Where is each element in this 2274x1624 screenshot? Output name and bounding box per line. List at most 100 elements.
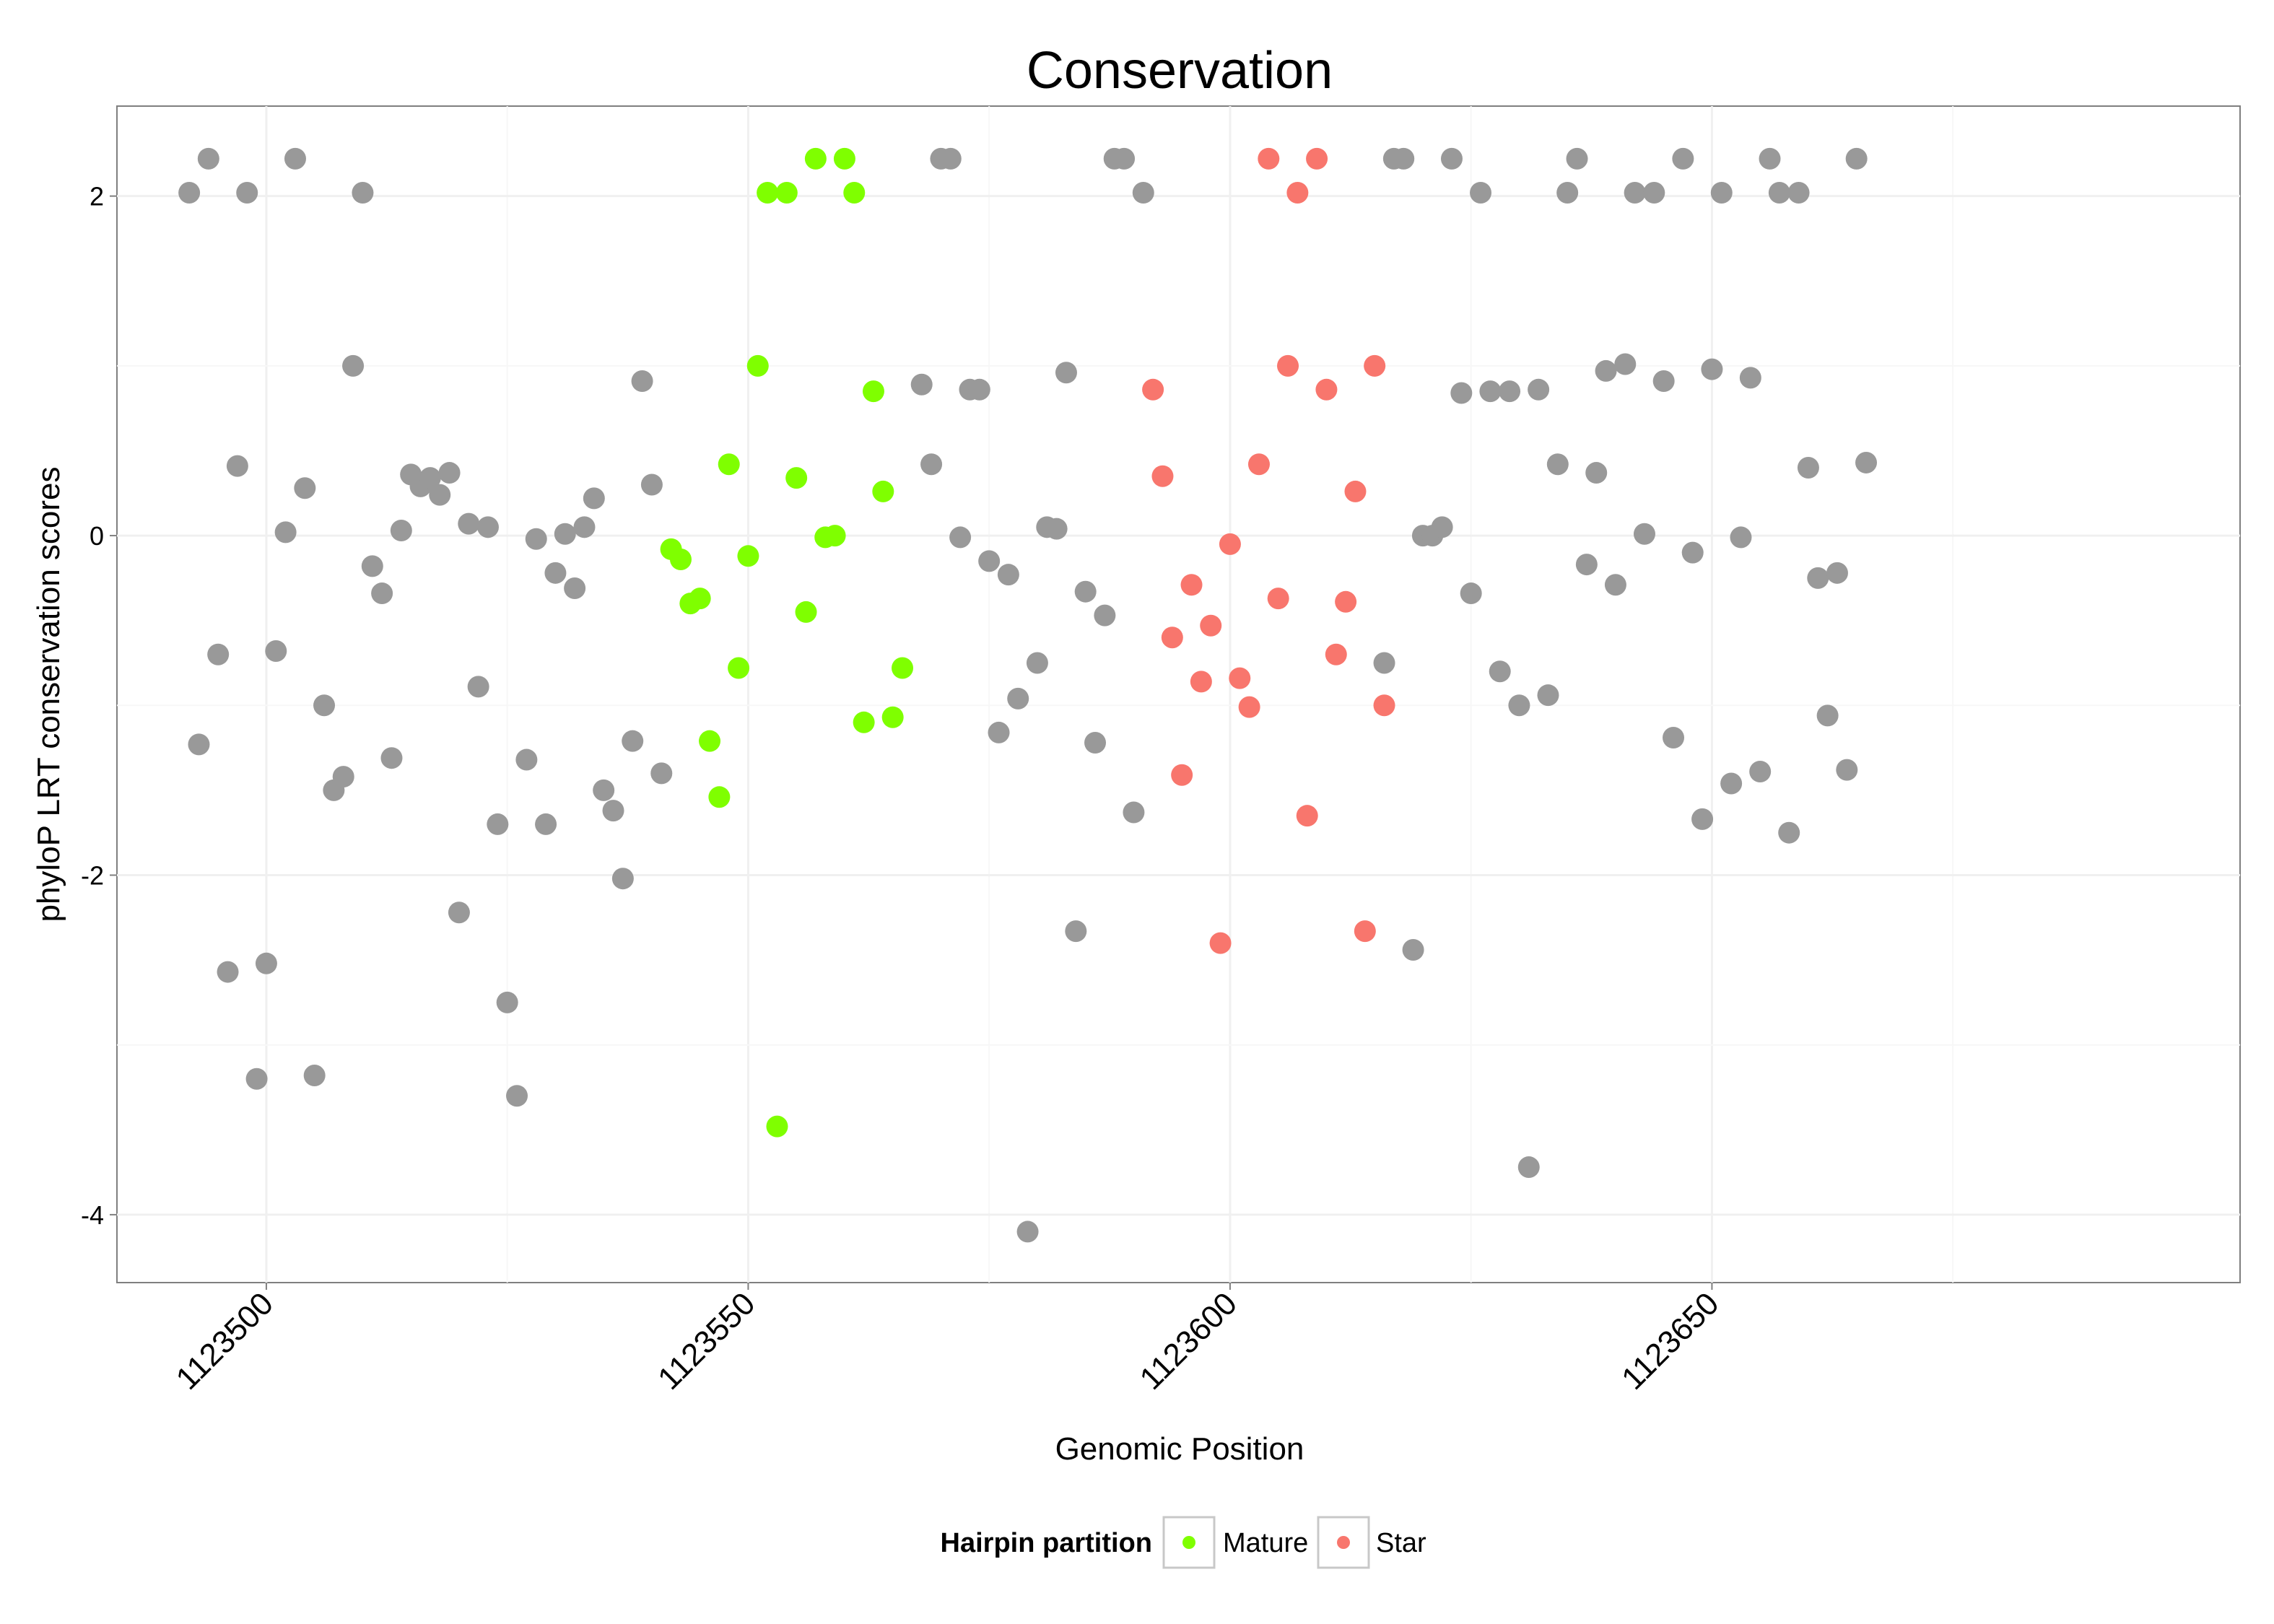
data-point xyxy=(178,181,201,204)
data-point xyxy=(910,373,933,396)
data-point-mature xyxy=(718,453,740,476)
data-point xyxy=(1055,362,1077,384)
data-point xyxy=(1556,181,1579,204)
data-point-star xyxy=(1190,671,1212,693)
y-axis-label: phyloP LRT conservation scores xyxy=(31,466,66,922)
data-point-mature xyxy=(669,549,692,571)
data-point xyxy=(535,813,557,835)
data-point xyxy=(1816,704,1839,727)
data-point xyxy=(1595,359,1617,382)
data-point xyxy=(978,550,1001,572)
data-point-star xyxy=(1229,667,1251,689)
data-point xyxy=(650,762,673,785)
data-point xyxy=(1836,759,1858,781)
x-tick-label: 1123600 xyxy=(1133,1285,1244,1396)
data-point-mature xyxy=(746,354,769,377)
data-point xyxy=(1450,382,1473,404)
data-point xyxy=(1479,380,1502,403)
legend-label-mature: Mature xyxy=(1223,1528,1308,1558)
data-point-star xyxy=(1247,453,1270,476)
data-point-star xyxy=(1238,696,1260,718)
data-point xyxy=(1749,761,1772,783)
data-point xyxy=(1084,732,1107,754)
data-point xyxy=(371,582,393,605)
data-point xyxy=(313,694,336,717)
data-point xyxy=(1681,541,1704,564)
data-point xyxy=(1730,526,1752,549)
data-point xyxy=(997,564,1019,586)
data-point xyxy=(1575,554,1598,576)
data-point-mature xyxy=(795,601,817,623)
data-point-star xyxy=(1267,588,1289,610)
x-tick-label: 1123500 xyxy=(170,1285,280,1396)
data-point xyxy=(188,733,210,756)
data-point-star xyxy=(1325,643,1347,665)
data-point xyxy=(1537,684,1559,707)
data-point xyxy=(1643,181,1665,204)
data-point xyxy=(968,378,990,401)
data-point-star xyxy=(1306,147,1328,170)
data-point xyxy=(1701,358,1723,380)
x-tick-label: 1123550 xyxy=(651,1285,762,1396)
data-point xyxy=(1373,652,1395,674)
data-point xyxy=(920,453,943,476)
data-point xyxy=(640,473,663,496)
data-point xyxy=(1710,181,1733,204)
data-point xyxy=(448,902,470,924)
data-point xyxy=(1045,518,1068,540)
data-point xyxy=(1393,147,1415,170)
data-point-star xyxy=(1180,574,1203,596)
data-point xyxy=(1065,920,1087,943)
data-point xyxy=(352,181,374,204)
data-point xyxy=(226,455,248,477)
data-point xyxy=(622,730,644,752)
legend-item-star: Star xyxy=(1317,1516,1426,1569)
data-point xyxy=(1739,367,1761,389)
legend-marker-star xyxy=(1337,1536,1350,1549)
data-point xyxy=(380,747,403,769)
data-point xyxy=(1807,567,1829,589)
data-point-star xyxy=(1354,920,1376,943)
data-point xyxy=(1787,181,1810,204)
data-point xyxy=(1123,801,1145,824)
data-point-star xyxy=(1171,764,1193,786)
y-tick-label: 0 xyxy=(90,521,104,551)
data-point xyxy=(1797,456,1819,479)
data-point-mature xyxy=(892,657,914,679)
data-point xyxy=(1132,181,1154,204)
data-point-mature xyxy=(766,1115,788,1138)
data-point-mature xyxy=(853,711,875,733)
data-point-star xyxy=(1151,465,1174,487)
data-point-mature xyxy=(881,706,904,728)
data-point-mature xyxy=(833,147,855,170)
data-point-star xyxy=(1373,694,1395,717)
x-tick-label: 1123650 xyxy=(1615,1285,1725,1396)
legend-marker-mature xyxy=(1182,1536,1195,1549)
data-point xyxy=(515,748,538,771)
data-point xyxy=(429,484,451,506)
data-point xyxy=(1624,181,1646,204)
data-point xyxy=(1074,580,1097,603)
data-point xyxy=(1855,451,1878,473)
data-point xyxy=(1720,772,1743,795)
data-point xyxy=(1604,574,1626,596)
data-point xyxy=(525,528,547,550)
data-point xyxy=(284,147,306,170)
data-point xyxy=(1614,353,1637,375)
data-point xyxy=(506,1085,528,1107)
data-point xyxy=(1691,808,1714,830)
data-point xyxy=(949,526,972,549)
data-point xyxy=(236,181,258,204)
legend-item-mature: Mature xyxy=(1162,1516,1308,1569)
data-point xyxy=(1633,523,1655,545)
data-points xyxy=(178,147,1878,1243)
data-point xyxy=(631,370,653,393)
data-point xyxy=(1517,1156,1540,1179)
data-point xyxy=(1016,1221,1039,1243)
data-point xyxy=(611,868,634,890)
data-point xyxy=(390,520,412,542)
data-point-mature xyxy=(728,657,750,679)
data-point xyxy=(602,800,624,822)
data-point-star xyxy=(1296,805,1318,827)
